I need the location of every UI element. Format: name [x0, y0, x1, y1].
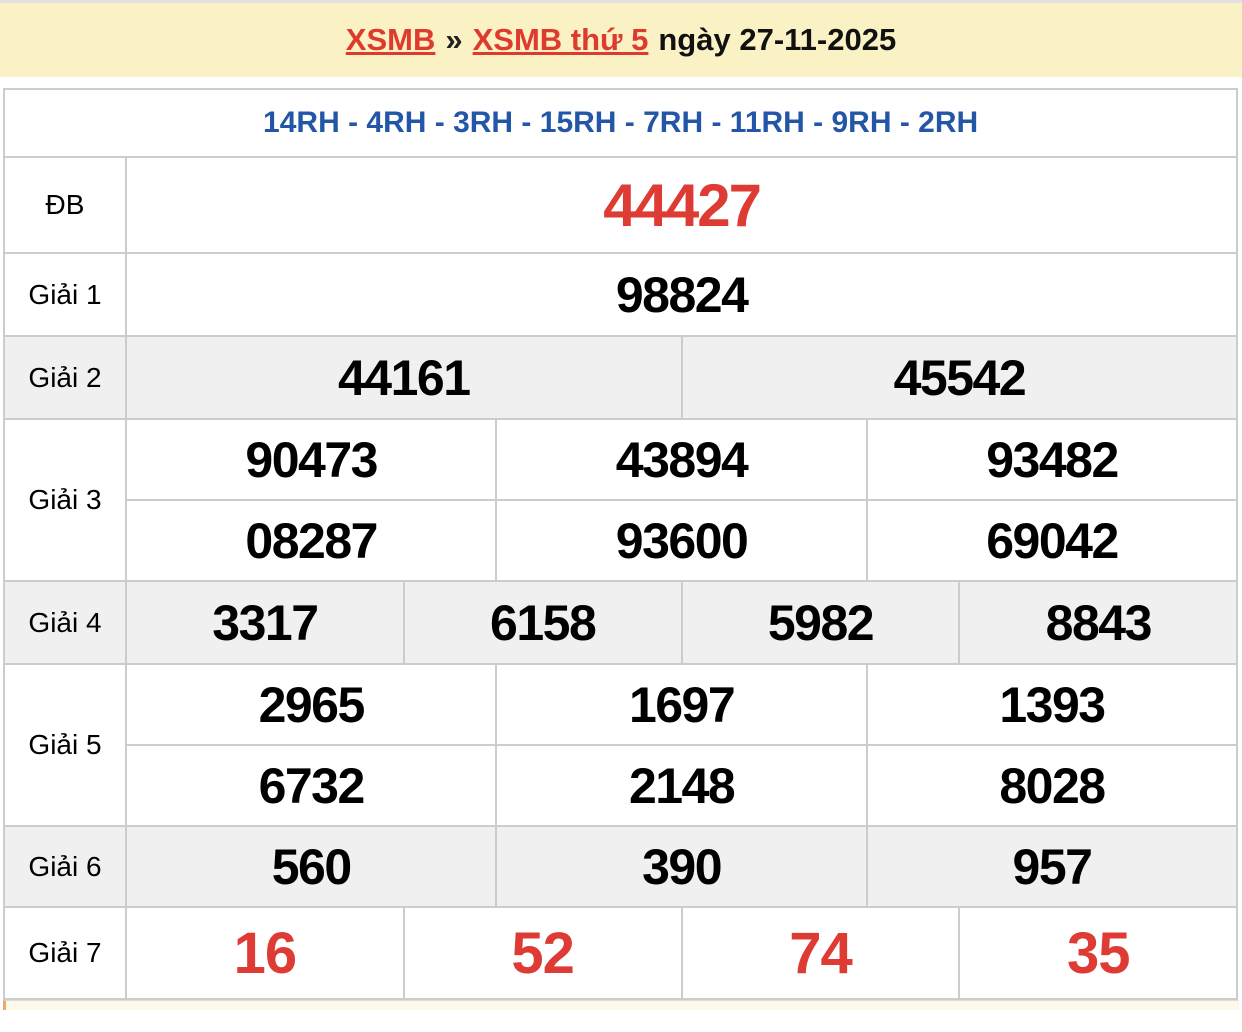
results-table: 14RH - 4RH - 3RH - 15RH - 7RH - 11RH - 9… — [2, 88, 1239, 1000]
prize-cell: 1697 — [495, 663, 868, 746]
prize-cell: 957 — [865, 825, 1239, 908]
prize-cell: 16 — [125, 906, 405, 1000]
loto-codes-row: 14RH - 4RH - 3RH - 15RH - 7RH - 11RH - 9… — [2, 88, 1239, 158]
prize-cell: 98824 — [124, 252, 1239, 337]
top-edge-strip — [0, 0, 1242, 3]
prize-label-4: Giải 4 — [3, 580, 127, 665]
prize-label-2: Giải 2 — [3, 335, 127, 420]
prize-cell: 44161 — [125, 335, 683, 420]
prize-row-4: Giải 4 3317 6158 5982 8843 — [3, 580, 1239, 665]
prize-cell: 390 — [495, 825, 868, 908]
prize-cell: 8843 — [958, 580, 1239, 665]
prize-cell: 8028 — [865, 744, 1239, 827]
prize-cell: 52 — [402, 906, 683, 1000]
prize-cell: 45542 — [680, 335, 1239, 420]
prize-cell: 2965 — [124, 663, 498, 746]
prize-cell: 69042 — [865, 499, 1239, 582]
prize-row-5: Giải 5 2965 1697 1393 — [3, 663, 1239, 827]
breadcrumb-link-xsmb[interactable]: XSMB — [345, 22, 436, 57]
prize-row-6: Giải 6 560 390 957 — [3, 825, 1239, 908]
prize-cell: 1393 — [865, 663, 1239, 746]
prize-cell: 2148 — [495, 744, 868, 827]
prize-label-db: ĐB — [3, 156, 127, 254]
prize-label-7: Giải 7 — [3, 906, 127, 1000]
prize-cell: 08287 — [124, 499, 498, 582]
prize-cell: 74 — [680, 906, 961, 1000]
prize-cell: 43894 — [495, 418, 868, 501]
breadcrumb-date: ngày 27-11-2025 — [658, 22, 897, 57]
prize-label-6: Giải 6 — [3, 825, 127, 908]
prize-row-5b: 6732 2148 8028 — [4, 744, 1239, 827]
prize-cell: 6158 — [402, 580, 683, 665]
prize-cell: 35 — [958, 906, 1239, 1000]
prize-cell: 6732 — [124, 744, 498, 827]
header-table-gap — [0, 77, 1242, 88]
prize-row-3b: 08287 93600 69042 — [4, 499, 1239, 582]
prize-cell: 3317 — [125, 580, 405, 665]
prize-row-1: Giải 1 98824 — [3, 252, 1239, 337]
prize-row-db: ĐB 44427 — [3, 156, 1239, 254]
prize-cell: 560 — [124, 825, 498, 908]
prize-row-3: Giải 3 90473 43894 93482 — [3, 418, 1239, 582]
loto-codes: 14RH - 4RH - 3RH - 15RH - 7RH - 11RH - 9… — [2, 88, 1239, 158]
prize-label-1: Giải 1 — [3, 252, 127, 337]
prize-row-7: Giải 7 16 52 74 35 — [3, 906, 1239, 1000]
breadcrumb-link-xsmb-thu5[interactable]: XSMB thứ 5 — [472, 22, 649, 57]
prize-label-5: Giải 5 — [3, 663, 127, 827]
prize-cell: 93482 — [865, 418, 1239, 501]
prize-cell: 90473 — [124, 418, 498, 501]
breadcrumb: XSMB » XSMB thứ 5 ngày 27-11-2025 — [0, 3, 1242, 77]
prize-label-3: Giải 3 — [3, 418, 127, 582]
breadcrumb-separator: » — [445, 22, 463, 57]
prize-cell-db: 44427 — [124, 156, 1239, 254]
prize-cell: 5982 — [680, 580, 961, 665]
prize-row-2: Giải 2 44161 45542 — [3, 335, 1239, 420]
next-section-edge — [3, 1000, 1239, 1010]
prize-cell: 93600 — [495, 499, 868, 582]
